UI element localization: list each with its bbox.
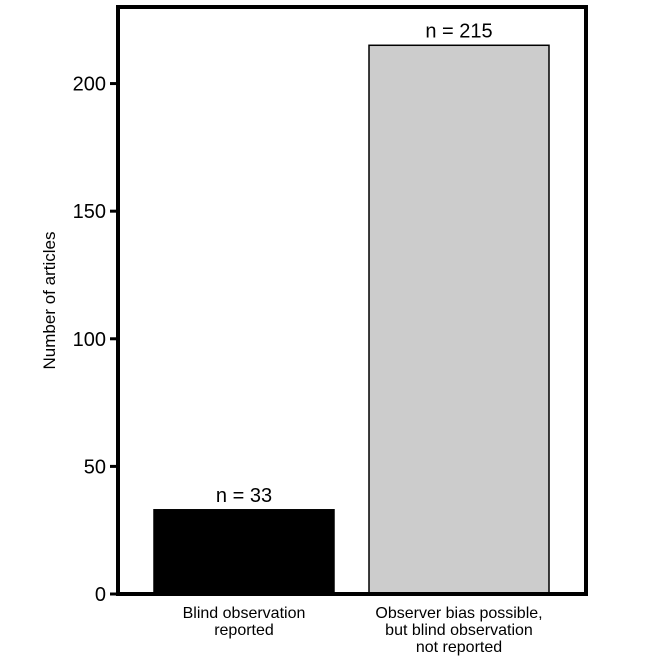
bars (153, 44, 550, 595)
y-axis-label: Number of articles (40, 232, 59, 370)
bar (153, 509, 335, 595)
y-tick-label: 150 (73, 201, 106, 223)
category-label: but blind observation (385, 622, 533, 639)
bar (368, 44, 550, 595)
y-tick-label: 0 (95, 584, 106, 606)
y-tick-label: 100 (73, 329, 106, 351)
bar-data-label: n = 33 (216, 485, 272, 507)
category-label: not reported (416, 639, 502, 656)
plot-frame (116, 5, 588, 596)
category-label: Observer bias possible, (375, 605, 542, 622)
y-axis-ticks: 0 50 100 150 200 (73, 74, 118, 606)
bar-data-label: n = 215 (425, 20, 492, 42)
data-labels: n = 33 n = 215 (216, 20, 493, 506)
category-label: reported (214, 622, 274, 639)
y-tick-label: 50 (84, 456, 106, 478)
y-tick-label: 200 (73, 74, 106, 96)
category-label: Blind observation (183, 605, 306, 622)
